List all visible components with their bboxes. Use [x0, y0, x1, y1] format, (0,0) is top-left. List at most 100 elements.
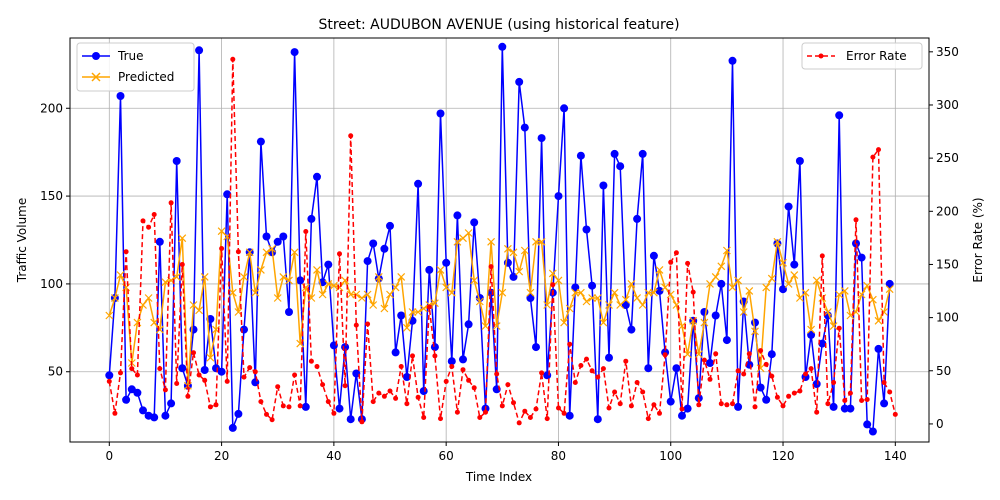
series-predicted-point [548, 269, 557, 278]
series-predicted-point [756, 364, 765, 373]
series-error-rate-point [308, 358, 314, 364]
series-true-point [425, 265, 434, 274]
series-error-rate-point [314, 364, 320, 369]
series-true-point [846, 404, 855, 413]
series-error-rate-point [673, 250, 679, 256]
series-true-point [885, 279, 894, 288]
series-error-rate-point [466, 377, 472, 383]
series-error-rate-point [460, 367, 466, 373]
series-true-point [380, 244, 389, 253]
series-predicted-point [638, 301, 647, 309]
series-true-point [543, 371, 552, 380]
series-true-point [122, 395, 131, 404]
series-true-point [363, 257, 372, 266]
series-predicted-point [419, 304, 428, 313]
series-true-point [133, 388, 142, 397]
legend-left-box [76, 42, 195, 92]
series-error-rate-point [623, 358, 629, 364]
series-true-point [464, 320, 473, 329]
series-true-point [150, 413, 159, 422]
y-tick-label: 200 [40, 101, 63, 115]
series-error-rate-point [247, 365, 253, 371]
series-true-point [683, 404, 692, 413]
series-true-point [447, 357, 456, 366]
series-error-rate-point [550, 282, 556, 288]
series-true-point [717, 279, 726, 288]
series-error-rate-point [825, 401, 831, 407]
series-predicted-point [470, 276, 479, 285]
series-predicted-point [453, 237, 462, 246]
series-predicted-point [655, 265, 664, 274]
x-axis-title: Time Index [465, 470, 532, 484]
plot-frame [69, 37, 930, 443]
series-error-rate-point [404, 401, 410, 407]
series-error-rate-point [106, 378, 112, 384]
series-error-rate-point [505, 382, 511, 388]
series-predicted-point [661, 283, 670, 292]
series-predicted-point [554, 276, 563, 285]
series-error-rate-point [578, 363, 584, 368]
series-true-point [296, 276, 305, 285]
series-true-point [818, 339, 827, 348]
series-error-rate-point [735, 368, 741, 374]
series-predicted-point [627, 279, 636, 288]
series-error-rate-point [572, 380, 578, 385]
series-error-rate-point [516, 420, 522, 426]
series-error-rate-point [365, 321, 371, 327]
series-error-rate-point [325, 399, 331, 405]
series-true-point [532, 343, 540, 352]
series-error-rate-point [393, 395, 399, 401]
series-predicted-point [885, 285, 894, 294]
axes: 0 20 40 60 80 100 120 140 50 100 150 200 0 50 100 150 20… [40, 45, 959, 463]
series-true-point [638, 149, 647, 158]
y2-tick-label: 100 [936, 311, 959, 325]
series-predicted-point [200, 272, 209, 281]
series-true-point [582, 225, 591, 234]
series-true-point [442, 258, 451, 267]
series-error-rate-point [769, 373, 775, 379]
series-predicted-point [734, 276, 743, 285]
series-predicted-point [268, 244, 277, 253]
series-predicted-point [633, 294, 642, 302]
series-true-point [812, 380, 821, 388]
series-layer [105, 42, 898, 436]
series-predicted-point [537, 237, 546, 246]
series-error-rate-point [443, 378, 449, 384]
legend-predicted-marker [91, 72, 101, 82]
series-true-point [829, 402, 838, 411]
series-true-point [436, 109, 445, 118]
series-predicted-point [526, 288, 535, 297]
series-predicted-point [318, 290, 327, 299]
series-predicted-point [722, 246, 731, 255]
series-predicted-point [313, 265, 321, 274]
series-error-rate-point [797, 388, 803, 394]
series-true-point [414, 179, 423, 188]
series-true-point [756, 383, 765, 392]
series-error-rate-point [230, 56, 236, 62]
y2-tick-label: 250 [936, 151, 959, 165]
series-error-rate-point [853, 217, 859, 223]
series-predicted-point [582, 297, 591, 306]
series-true-point [762, 395, 771, 404]
series-error-rate-point [258, 399, 264, 405]
series-true-point [526, 294, 535, 302]
series-predicted-point [402, 323, 411, 332]
series-error-rate-point [151, 212, 157, 217]
series-true-point [576, 151, 585, 160]
series-true-point [868, 427, 877, 436]
series-true-point [217, 367, 226, 376]
series-error-rate-point [146, 224, 152, 230]
series-error-rate-point [881, 380, 887, 385]
series-predicted-point [532, 237, 540, 246]
series-error-rate-point [494, 371, 500, 377]
series-predicted-point [728, 283, 737, 292]
series-predicted-point [649, 288, 658, 297]
y2-axis-title: Error Rate (%) [971, 197, 985, 282]
series-true-point [290, 48, 299, 57]
series-error-rate-point [342, 383, 348, 389]
series-error-rate-point [786, 393, 792, 399]
series-predicted-point [335, 283, 344, 292]
series-error-rate-point [690, 289, 696, 295]
series-error-rate-point [432, 353, 438, 359]
